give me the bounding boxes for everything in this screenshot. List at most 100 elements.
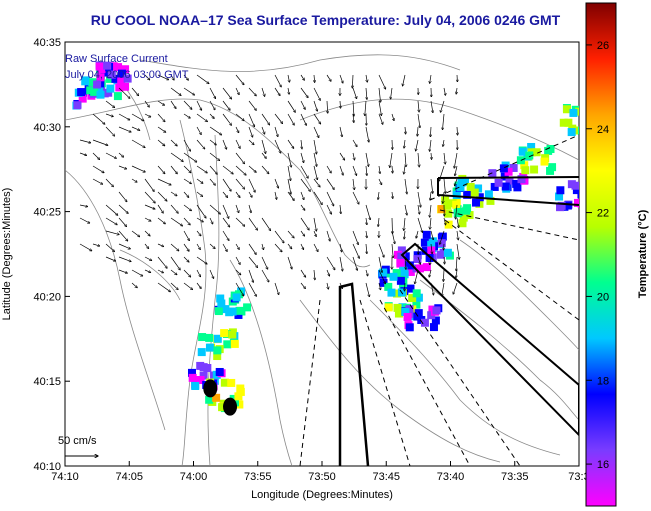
current-vector	[404, 139, 405, 148]
current-vector	[288, 74, 290, 82]
sst-pixel	[573, 198, 579, 207]
y-tick-label: 40:30	[33, 122, 61, 134]
current-vector	[248, 282, 257, 296]
current-vector	[431, 243, 432, 254]
current-vector	[196, 204, 206, 218]
current-vector	[455, 204, 458, 219]
colorbar	[585, 2, 617, 507]
sst-pixel	[472, 198, 481, 207]
current-vector	[457, 126, 458, 135]
current-vector	[248, 243, 256, 255]
x-axis-label: Longitude (Degrees:Minutes)	[251, 489, 393, 501]
current-vector	[183, 269, 191, 277]
sst-pixel	[429, 323, 438, 332]
current-vector	[118, 113, 130, 120]
current-vector	[378, 87, 381, 102]
sst-pixel	[234, 310, 243, 319]
sst-pixel	[427, 246, 436, 255]
current-vector	[366, 165, 367, 176]
current-vector	[300, 74, 304, 80]
sst-pixel	[452, 200, 461, 209]
current-vector	[261, 256, 268, 269]
current-vector	[235, 217, 245, 226]
sst-pixel	[114, 63, 123, 72]
sst-pixel	[398, 303, 407, 312]
current-vector	[144, 243, 149, 249]
sst-pixel	[505, 176, 514, 185]
current-vector	[352, 74, 353, 88]
current-vector	[366, 74, 367, 82]
current-vector	[287, 113, 294, 125]
current-vector	[235, 243, 239, 250]
sst-pixel	[571, 181, 579, 190]
sst-pixel	[484, 190, 493, 199]
current-vector	[339, 243, 342, 252]
sst-pixel	[463, 190, 472, 199]
sst-pixel	[474, 184, 483, 193]
current-vector	[300, 113, 306, 125]
current-vector	[261, 113, 270, 125]
sst-pixel	[205, 333, 214, 342]
current-vector	[261, 126, 265, 134]
current-vector	[209, 100, 215, 110]
current-vector	[430, 139, 432, 151]
current-vector	[352, 191, 359, 204]
current-vector	[443, 217, 446, 225]
current-vector	[183, 243, 189, 251]
current-vector	[443, 191, 444, 203]
sst-pixel	[530, 165, 539, 174]
current-vector	[300, 230, 305, 236]
sst-pixel	[567, 128, 576, 137]
sst-pixel	[465, 211, 474, 220]
sst-pixel	[569, 108, 578, 117]
current-vector	[274, 191, 277, 199]
station-markers	[203, 379, 238, 416]
current-vector	[196, 230, 201, 236]
current-vector	[248, 217, 258, 230]
current-vector	[392, 243, 393, 258]
current-vector	[248, 256, 258, 268]
current-vector	[429, 269, 432, 277]
current-vector	[443, 87, 446, 95]
current-vector	[353, 178, 354, 190]
current-vector	[131, 87, 139, 96]
current-vector	[313, 126, 319, 138]
sst-pixel	[196, 375, 205, 384]
sst-pixel	[397, 246, 406, 255]
current-vector	[365, 269, 368, 276]
current-vector	[144, 178, 154, 192]
sst-pixel	[236, 387, 245, 396]
current-vector	[248, 113, 255, 127]
current-vector	[261, 152, 266, 158]
current-vector	[144, 100, 149, 107]
sst-pixel	[425, 253, 434, 262]
current-vector	[313, 100, 317, 111]
current-vector	[418, 100, 419, 112]
current-vector	[131, 165, 145, 172]
current-vector	[430, 230, 433, 240]
current-vector	[313, 87, 320, 101]
current-vector	[222, 87, 232, 99]
current-vector	[274, 139, 281, 153]
sst-pixel	[546, 145, 555, 154]
current-vector	[379, 165, 380, 174]
y-tick-label: 40:15	[33, 376, 61, 388]
current-vector	[235, 113, 244, 121]
current-vector	[105, 243, 115, 252]
sst-pixel	[577, 190, 579, 199]
sst-pixel	[235, 400, 244, 409]
current-vector	[274, 87, 280, 96]
current-vector	[92, 152, 100, 160]
sst-pixel	[389, 272, 398, 281]
current-vector	[391, 87, 393, 99]
current-vector	[157, 256, 167, 268]
sst-pixel	[234, 392, 243, 401]
current-vector	[353, 152, 355, 160]
x-tick-label: 73:40	[437, 471, 465, 483]
current-vector	[378, 269, 385, 284]
sst-pixel	[466, 182, 475, 191]
current-vector	[157, 243, 164, 247]
current-vector	[183, 256, 189, 262]
current-vector	[105, 152, 116, 158]
